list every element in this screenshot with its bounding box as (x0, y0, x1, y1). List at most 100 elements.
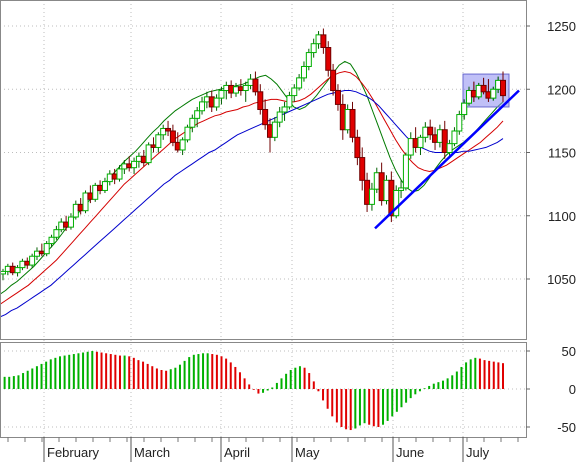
candle-body (495, 79, 502, 90)
candle-body (213, 97, 220, 108)
candle-body (393, 189, 400, 217)
candle-body (24, 260, 31, 266)
trendline (374, 89, 520, 230)
candle-body (422, 126, 429, 138)
candle-body (53, 229, 60, 238)
candle-body (82, 192, 89, 212)
candle-body (126, 163, 133, 169)
candle-body (417, 136, 424, 148)
candle-body (330, 69, 337, 92)
candle-body (349, 108, 356, 138)
candle-body (334, 90, 341, 105)
candle-body (339, 103, 346, 131)
candle-body (233, 86, 240, 94)
candle-body (14, 267, 21, 274)
candle-body (203, 96, 210, 103)
oscillator-tick-label: 0 (569, 382, 576, 397)
candle-body (189, 117, 196, 128)
candle-body (121, 163, 128, 170)
candle-body (480, 84, 487, 93)
candle-body (174, 141, 181, 151)
candle-body (165, 127, 172, 132)
candle-body (4, 265, 11, 272)
candle-body (72, 203, 79, 218)
price-tick-label: 1100 (548, 209, 576, 224)
candle-body (242, 84, 249, 92)
ma-line-mid (0, 70, 504, 305)
candle-body (87, 192, 94, 200)
oscillator-histogram (0, 351, 504, 431)
candle-body (315, 34, 322, 45)
candle-body (106, 173, 113, 183)
candle-body (92, 184, 99, 200)
price-panel-frame (0, 0, 527, 340)
candle-body (194, 110, 201, 119)
candle-body (500, 79, 506, 97)
candle-body (247, 78, 254, 86)
candle-body (179, 139, 186, 151)
candle-body (111, 173, 118, 180)
candle-body (456, 114, 463, 132)
candle-body (97, 184, 104, 191)
candle-body (296, 77, 303, 89)
month-label: July (466, 445, 490, 460)
candlesticks (0, 28, 506, 281)
price-tick-label: 1200 (547, 82, 576, 97)
candle-body (48, 236, 55, 245)
candle-body (281, 106, 288, 113)
candle-body (208, 96, 215, 108)
month-label: June (396, 445, 424, 460)
candle-body (150, 144, 157, 148)
candle-body (101, 181, 108, 191)
candle-body (218, 90, 225, 99)
candle-body (131, 160, 138, 169)
candle-body (199, 101, 206, 112)
candle-body (291, 87, 298, 97)
candle-body (373, 172, 380, 190)
candle-body (9, 265, 16, 274)
candle-body (364, 179, 371, 205)
candle-body (310, 43, 317, 54)
candle-body (262, 108, 269, 126)
candle-body (77, 203, 84, 212)
price-tick-label: 1150 (548, 146, 576, 161)
candle-body (135, 155, 142, 162)
candle-body (116, 168, 123, 180)
candle-body (461, 102, 468, 116)
oscillator-tick-label: -50 (557, 420, 576, 435)
month-label: March (134, 445, 170, 460)
candle-body (407, 138, 414, 156)
candle-body (33, 250, 40, 257)
candle-body (184, 126, 191, 141)
candle-body (155, 134, 162, 148)
month-label: April (224, 445, 250, 460)
candle-body (446, 143, 453, 154)
candle-body (169, 130, 176, 143)
candle-body (271, 121, 278, 138)
candle-body (252, 78, 259, 93)
candle-body (300, 65, 307, 79)
candle-body (427, 126, 434, 136)
candle-body (344, 108, 351, 131)
candle-body (368, 188, 375, 205)
candle-body (58, 221, 65, 231)
candle-body (228, 84, 235, 94)
candle-body (276, 111, 283, 123)
candle-body (402, 154, 409, 189)
candle-body (490, 88, 497, 99)
candle-body (145, 144, 152, 164)
candle-body (412, 138, 419, 148)
candle-body (451, 130, 458, 145)
candle-body (320, 34, 327, 49)
candle-body (237, 86, 244, 92)
candle-body (432, 134, 439, 143)
candle-body (19, 260, 26, 269)
candle-body (266, 124, 273, 138)
candle-body (359, 157, 366, 181)
price-tick-label: 1050 (547, 272, 576, 287)
candle-body (38, 250, 45, 255)
candle-body (398, 187, 405, 191)
candle-body (305, 52, 312, 67)
